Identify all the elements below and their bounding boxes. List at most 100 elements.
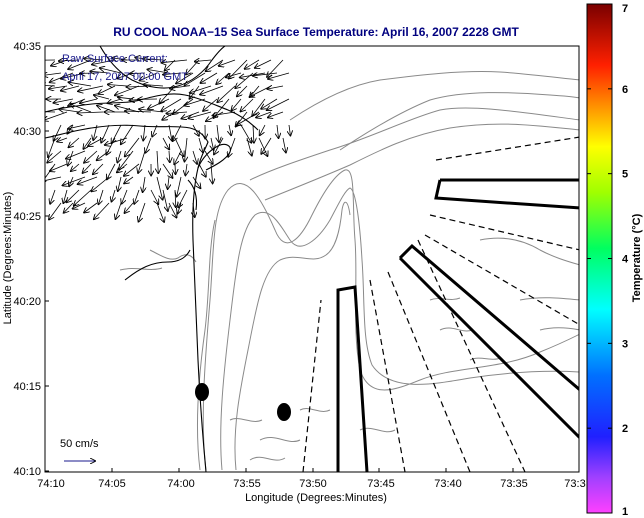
current-vector [156, 176, 163, 200]
current-vector [68, 124, 86, 129]
shrewsbury-river [124, 249, 191, 281]
current-vector [217, 85, 236, 102]
current-vector [211, 163, 213, 183]
current-vector [152, 124, 158, 137]
current-vector [143, 59, 164, 60]
current-vector [93, 124, 97, 140]
y-axis-label: Latitude (Degrees:Minutes) [2, 192, 14, 325]
current-vector [107, 163, 116, 179]
current-vector [84, 59, 104, 61]
transect-line [435, 136, 579, 161]
current-vector [174, 150, 182, 164]
current-vector [283, 137, 286, 152]
contour-line [197, 219, 216, 471]
current-vector [245, 59, 260, 69]
current-vector [157, 150, 158, 173]
current-vector [289, 124, 290, 135]
current-vector [148, 98, 170, 109]
contour-line [519, 297, 579, 331]
colorbar-tick-label: 6 [622, 84, 628, 96]
current-vector [145, 137, 152, 153]
current-vector [57, 138, 68, 142]
x-tick-label: 73:40 [434, 478, 462, 490]
current-vector [246, 137, 252, 156]
current-vector [69, 137, 80, 147]
current-vector [140, 72, 158, 81]
current-vector [59, 109, 80, 112]
colorbar-tick-label: 3 [622, 338, 628, 350]
current-vector [50, 189, 56, 204]
x-tick-label: 73:55 [233, 478, 261, 490]
current-annotation-line1: Raw Surface Current: [62, 53, 168, 65]
chart-title: RU COOL NOAA−15 Sea Surface Temperature:… [113, 25, 519, 39]
south-polygon [398, 243, 579, 440]
current-vector [97, 150, 110, 160]
plot-area: Raw Surface Current: April 17, 2007 00:0… [44, 45, 580, 473]
current-vector [166, 112, 188, 114]
current-vector [156, 202, 164, 222]
x-axis: 74:10 74:05 74:00 73:55 73:50 73:45 73:4… [37, 468, 586, 504]
current-vector [91, 176, 110, 191]
transect-line [369, 279, 406, 472]
colorbar: 1 2 3 4 5 6 7 Temperature (°C) [586, 3, 643, 518]
current-vector [184, 98, 206, 106]
current-vector [200, 85, 224, 95]
current-vector [192, 150, 197, 164]
current-vector [173, 124, 182, 141]
current-vector [185, 163, 187, 175]
current-vector [67, 189, 80, 202]
contour-line [229, 418, 286, 461]
current-vector [192, 176, 200, 188]
current-vector [101, 124, 110, 143]
x-tick-label: 74:05 [98, 478, 126, 490]
y-axis: 40:35 40:30 40:25 40:20 40:15 40:10 Lati… [2, 41, 49, 478]
current-vector [143, 176, 145, 192]
current-vector [161, 98, 182, 111]
current-vector [253, 124, 254, 143]
x-tick-label: 73:35 [500, 478, 528, 490]
staten-island [99, 46, 226, 89]
current-vector [112, 124, 122, 143]
current-vector [84, 202, 98, 213]
contour-line [202, 169, 579, 471]
y-tick-label: 40:25 [13, 211, 41, 223]
current-vector [63, 189, 67, 203]
current-vector [124, 176, 134, 183]
current-vector [78, 85, 104, 91]
current-vector [94, 95, 110, 100]
current-vector [229, 124, 231, 135]
current-vector [117, 150, 121, 162]
contour-line [289, 71, 579, 121]
current-vector [198, 137, 203, 152]
current-vector [185, 137, 188, 161]
transect-line [429, 214, 579, 251]
current-vector [150, 189, 158, 204]
current-vector [48, 137, 56, 157]
current-vector [134, 189, 140, 204]
current-vector [168, 202, 177, 218]
current-vector [214, 137, 224, 154]
current-vector [138, 150, 146, 173]
current-vector [162, 137, 169, 149]
colorbar-tick-label: 5 [622, 169, 628, 181]
current-vector [261, 137, 272, 154]
current-vector [125, 202, 134, 213]
current-vector [228, 137, 236, 157]
current-vector [213, 111, 236, 116]
current-vector [169, 124, 172, 141]
current-vector [119, 150, 134, 169]
current-vector [94, 202, 110, 219]
current-vector [198, 163, 206, 177]
current-vector [78, 176, 98, 184]
current-vector [268, 72, 290, 79]
current-vector [118, 176, 121, 191]
y-tick-label: 40:30 [13, 126, 41, 138]
current-vector [175, 163, 176, 174]
axes-frame [44, 45, 580, 473]
current-vector [83, 163, 92, 173]
current-vector [193, 202, 195, 217]
current-vector [201, 72, 218, 83]
current-vector [232, 98, 242, 110]
current-vector [237, 85, 248, 96]
